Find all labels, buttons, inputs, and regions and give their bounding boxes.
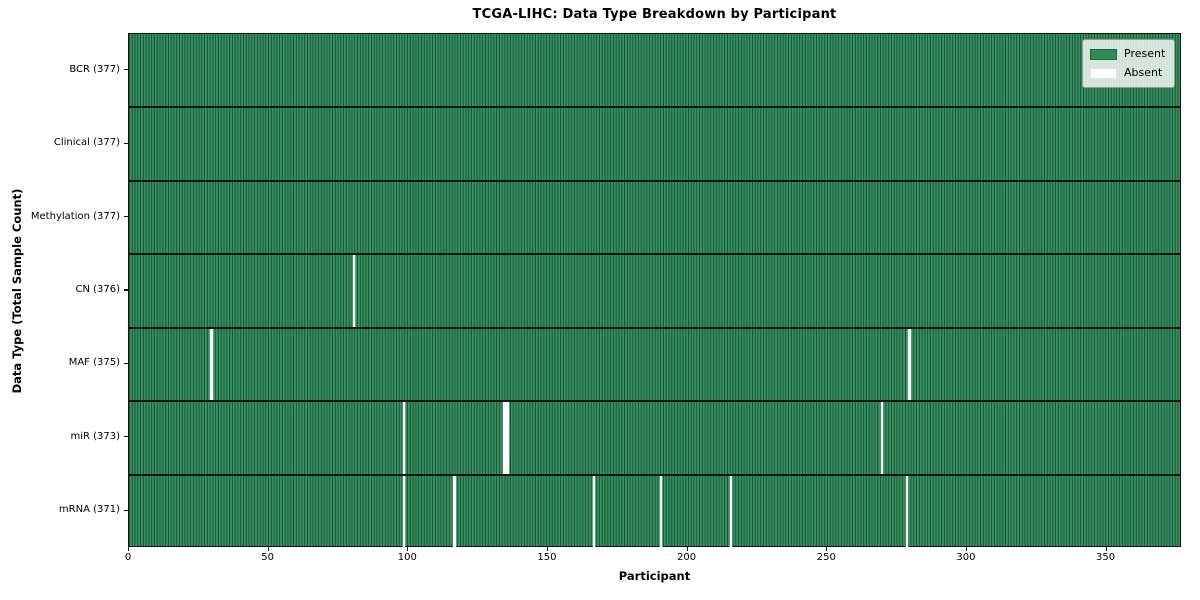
ytick-mark [124,436,128,438]
row-separator [129,179,1180,182]
absent-cell-mRNA-215 [729,474,733,548]
absent-cell-mRNA-278 [905,474,909,548]
row-separator [129,400,1180,403]
ytick-label-Clinical: Clinical (377) [53,137,120,149]
xtick-label-200: 200 [677,552,697,563]
ytick-mark [124,289,128,291]
xtick-label-300: 300 [956,552,976,563]
ytick-label-miR: miR (373) [70,430,120,442]
xtick-mark [267,547,269,551]
xtick-mark [826,547,828,551]
plot-area: Present Absent [128,33,1181,548]
ytick-label-mRNA: mRNA (371) [58,504,120,516]
ytick-mark [124,142,128,144]
legend-item-absent: Absent [1090,65,1165,81]
xtick-label-150: 150 [537,552,557,563]
xtick-mark [407,547,409,551]
chart-title: TCGA-LIHC: Data Type Breakdown by Partic… [472,7,837,22]
absent-cell-miR-135 [506,401,509,475]
ytick-label-CN: CN (376) [75,284,120,295]
absent-cell-miR-134 [503,401,506,475]
row-separator [129,326,1180,329]
absent-cell-mRNA-98 [402,474,406,548]
ytick-label-MAF: MAF (375) [68,357,120,369]
absent-cell-MAF-279 [908,327,911,402]
xtick-mark [1105,547,1107,551]
ytick-mark [124,69,128,71]
ytick-label-BCR: BCR (377) [69,63,120,75]
absent-cell-mRNA-116 [453,474,456,548]
xtick-label-250: 250 [816,552,836,563]
legend-swatch-present [1090,48,1117,60]
absent-cell-MAF-29 [210,327,213,402]
legend-swatch-absent [1090,67,1117,79]
xtick-label-100: 100 [397,552,417,563]
legend-label-absent: Absent [1124,66,1163,79]
absent-cell-mRNA-166 [592,474,596,548]
absent-cell-CN-80 [352,254,356,328]
xtick-label-0: 0 [124,552,132,563]
legend: Present Absent [1082,39,1176,88]
xtick-mark [965,547,968,551]
row-separator [129,253,1180,256]
ytick-mark [124,509,128,511]
absent-cell-miR-269 [880,401,883,475]
ytick-mark [124,215,128,218]
xtick-mark [546,547,549,551]
legend-label-present: Present [1124,47,1166,60]
xtick-label-350: 350 [1096,552,1116,563]
row-separator [129,106,1180,109]
row-separator [129,473,1180,476]
x-axis-label: Participant [618,569,691,583]
absent-cell-miR-98 [402,401,406,475]
absent-cell-mRNA-190 [659,474,663,548]
ytick-label-Methylation: Methylation (377) [30,210,120,222]
ytick-mark [124,362,128,365]
xtick-label-50: 50 [261,552,274,563]
xtick-mark [128,547,130,551]
xtick-mark [686,547,688,551]
legend-item-present: Present [1090,46,1165,62]
